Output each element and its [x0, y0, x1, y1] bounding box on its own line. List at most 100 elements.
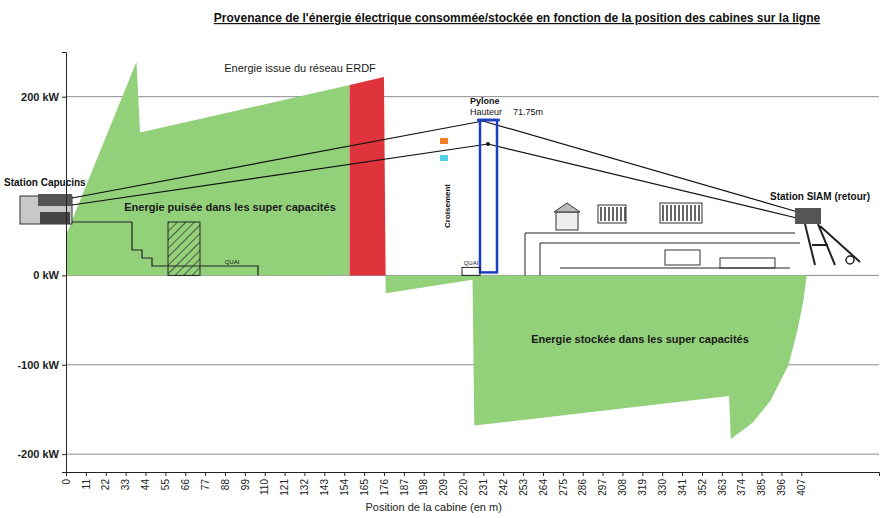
- x-tick: 33: [120, 472, 131, 490]
- grid-line: [66, 454, 879, 455]
- x-tick-mark: [324, 472, 325, 476]
- x-tick-mark: [225, 472, 226, 476]
- x-tick-label: 110: [259, 479, 270, 495]
- area-label: Energie puisée dans les super capacités: [124, 201, 336, 213]
- y-tick: -100 kW: [17, 359, 66, 371]
- ground-profile: [525, 233, 800, 275]
- annotation: Station SIAM (retour): [770, 191, 870, 202]
- x-tick-label: 22: [100, 479, 111, 491]
- x-tick: 121: [279, 472, 290, 496]
- x-tick: 407: [796, 472, 807, 496]
- x-tick: 22: [100, 472, 111, 490]
- x-tick-label: 385: [756, 479, 767, 496]
- x-tick-mark: [603, 472, 604, 476]
- x-tick: 187: [399, 472, 410, 496]
- x-tick-label: 0: [61, 479, 72, 485]
- x-tick-label: 209: [438, 479, 449, 496]
- x-tick: 176: [379, 472, 390, 496]
- x-tick: 363: [717, 472, 728, 496]
- x-tick-label: 220: [458, 479, 469, 496]
- x-tick: 55: [160, 472, 171, 490]
- x-tick-label: 396: [776, 479, 787, 496]
- x-tick: 286: [577, 472, 588, 496]
- x-tick-mark: [622, 472, 623, 476]
- y-tick-mark: [62, 97, 66, 98]
- building-stripe: [666, 205, 668, 221]
- cable: [72, 121, 805, 214]
- x-tick-mark: [523, 472, 524, 476]
- x-tick-label: 33: [120, 479, 131, 491]
- area-label: Energie issue du réseau ERDF: [224, 62, 376, 74]
- x-tick: 396: [776, 472, 787, 496]
- x-tick: 66: [180, 472, 191, 490]
- x-tick-mark: [245, 472, 246, 476]
- x-tick-label: 88: [220, 479, 231, 491]
- y-axis: -200 kW-100 kW0 kW200 kW: [17, 53, 66, 473]
- x-tick-mark: [444, 472, 445, 476]
- x-tick: 99: [240, 472, 251, 490]
- x-tick-label: 176: [379, 479, 390, 496]
- x-tick-mark: [543, 472, 544, 476]
- x-tick-mark: [265, 472, 266, 476]
- building: [720, 258, 775, 268]
- cable: [72, 144, 805, 220]
- x-axis-line: [67, 473, 880, 477]
- x-tick-label: 374: [736, 479, 747, 496]
- station-machine: [40, 212, 70, 224]
- x-tick-mark: [463, 472, 464, 476]
- quai: [462, 267, 480, 275]
- x-tick-label: 55: [160, 479, 171, 491]
- x-tick-mark: [742, 472, 743, 476]
- x-tick-label: 99: [240, 479, 251, 491]
- x-tick-mark: [364, 472, 365, 476]
- x-tick: 44: [140, 472, 151, 490]
- annotation: Hauteur: [470, 107, 502, 117]
- pylon: [480, 120, 497, 272]
- x-tick-label: 165: [359, 479, 370, 496]
- x-tick-mark: [682, 472, 683, 476]
- x-tick-label: 77: [200, 479, 211, 491]
- title: Provenance de l'énergie électrique conso…: [214, 11, 821, 25]
- x-tick-label: 264: [538, 479, 549, 496]
- building: [660, 203, 702, 223]
- y-tick-mark: [62, 454, 66, 455]
- x-tick-mark: [662, 472, 663, 476]
- building-stripe: [624, 207, 626, 221]
- x-axis: 0112233445566778899110121132143154165176…: [61, 472, 880, 496]
- x-tick-label: 132: [299, 479, 310, 496]
- x-tick-label: 242: [498, 479, 509, 496]
- x-tick: 209: [438, 472, 449, 496]
- y-tick-mark: [62, 275, 66, 276]
- roof: [554, 203, 580, 212]
- plot-area: [66, 62, 807, 439]
- building-stripe: [620, 207, 622, 221]
- x-tick-label: 363: [717, 479, 728, 496]
- building-stripe: [678, 205, 680, 221]
- x-tick-mark: [563, 472, 564, 476]
- ground-profile: [132, 222, 258, 275]
- x-tick-label: 121: [279, 479, 290, 496]
- station-machine: [795, 208, 821, 224]
- x-tick-mark: [86, 472, 87, 476]
- x-tick-label: 308: [617, 479, 628, 496]
- x-tick-mark: [583, 472, 584, 476]
- x-tick: 0: [61, 472, 72, 485]
- annotations: Station CapucinsStation SIAM (retour)Pyl…: [4, 96, 870, 266]
- x-tick-label: 319: [637, 479, 648, 496]
- x-axis-title: Position de la cabine (en m): [365, 501, 501, 513]
- annotation: Pylone: [470, 96, 500, 106]
- cabin: [440, 155, 448, 161]
- x-tick-mark: [384, 472, 385, 476]
- x-tick-label: 286: [577, 479, 588, 496]
- chart: Station CapucinsStation SIAM (retour)Pyl…: [0, 0, 886, 518]
- x-tick: 110: [259, 472, 270, 495]
- x-tick: 154: [339, 472, 350, 496]
- area-label: Energie stockée dans les super capacités: [531, 333, 749, 345]
- x-tick-mark: [66, 472, 67, 476]
- building-stripe: [674, 205, 676, 221]
- building-stripe: [670, 205, 672, 221]
- x-tick-mark: [404, 472, 405, 476]
- building-stripe: [600, 207, 602, 221]
- hatched-block: [168, 222, 200, 275]
- cable-point: [486, 142, 490, 146]
